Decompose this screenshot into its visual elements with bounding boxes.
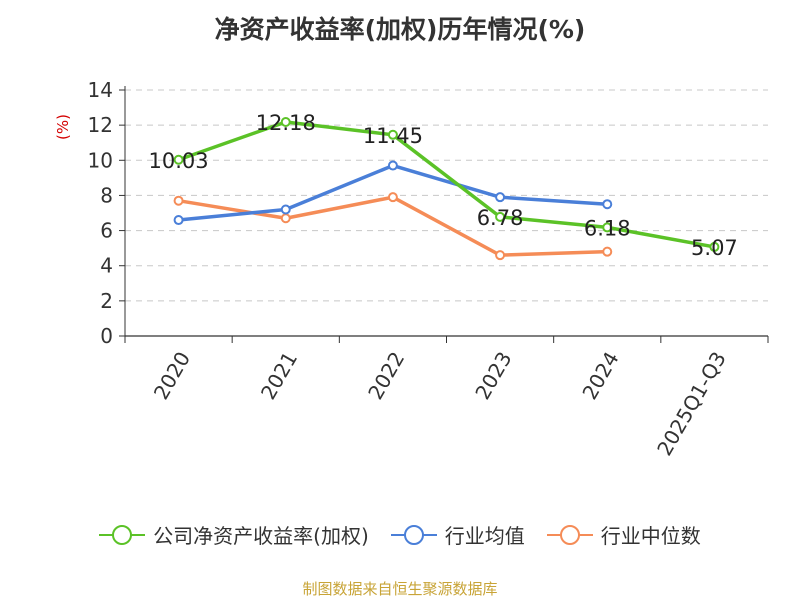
data-label: 10.03 [149,149,209,173]
y-tick-label: 12 [88,113,113,137]
x-tick-label: 2022 [363,348,409,404]
data-label: 12.18 [256,111,316,135]
data-point [280,213,291,224]
data-point [495,192,506,203]
y-tick-label: 14 [88,78,113,102]
series-line [178,195,608,257]
data-point [387,192,398,203]
chart-title: 净资产收益率(加权)历年情况(%) [214,15,586,44]
gridlines [125,89,768,302]
y-tick-label: 0 [100,324,113,348]
legend-item[interactable]: 公司净资产收益率(加权) [99,520,369,549]
data-point [602,199,613,210]
data-point [387,160,398,171]
legend-label: 行业均值 [444,524,525,548]
data-point [709,241,720,252]
data-label: 5.07 [691,236,738,260]
data-point [280,116,291,127]
y-tick-label: 8 [100,183,113,207]
data-point [602,222,613,233]
y-tick-label: 10 [88,148,113,172]
y-tick-label: 4 [100,254,113,278]
legend-label: 行业中位数 [600,524,701,548]
x-tick-label: 2020 [149,348,195,404]
data-label: 6.78 [477,206,524,230]
y-tick-label: 6 [100,219,113,243]
data-point [280,204,291,215]
data-point [173,195,184,206]
legend-swatch-icon [99,524,146,545]
legend-item[interactable]: 行业均值 [390,520,525,549]
y-tick-label: 2 [100,289,113,313]
source-note: 制图数据来自恒生聚源数据库 [302,580,498,598]
series-line [178,120,715,249]
x-tick-label: 2025Q1-Q3 [652,348,731,460]
legend-item[interactable]: 行业中位数 [546,520,701,549]
legend-label: 公司净资产收益率(加权) [153,524,369,548]
data-point [602,246,613,257]
data-point [173,215,184,226]
data-label: 11.45 [363,124,423,148]
data-point [173,154,184,165]
x-tick-label: 2021 [256,348,302,404]
data-point [387,129,398,140]
data-label: 6.18 [584,216,631,240]
legend-swatch-icon [546,524,593,545]
data-point [495,250,506,261]
legend: 公司净资产收益率(加权) 行业均值 行业中位数 [0,520,800,549]
legend-swatch-icon [390,524,437,545]
x-tick-label: 2023 [470,348,516,404]
x-tick-label: 2024 [577,348,623,404]
data-point [495,211,506,222]
y-axis-label: (%) [54,114,72,140]
data-labels: 10.03 12.18 11.45 6.78 6.18 5.07 [149,111,738,260]
series-lines [173,116,720,261]
